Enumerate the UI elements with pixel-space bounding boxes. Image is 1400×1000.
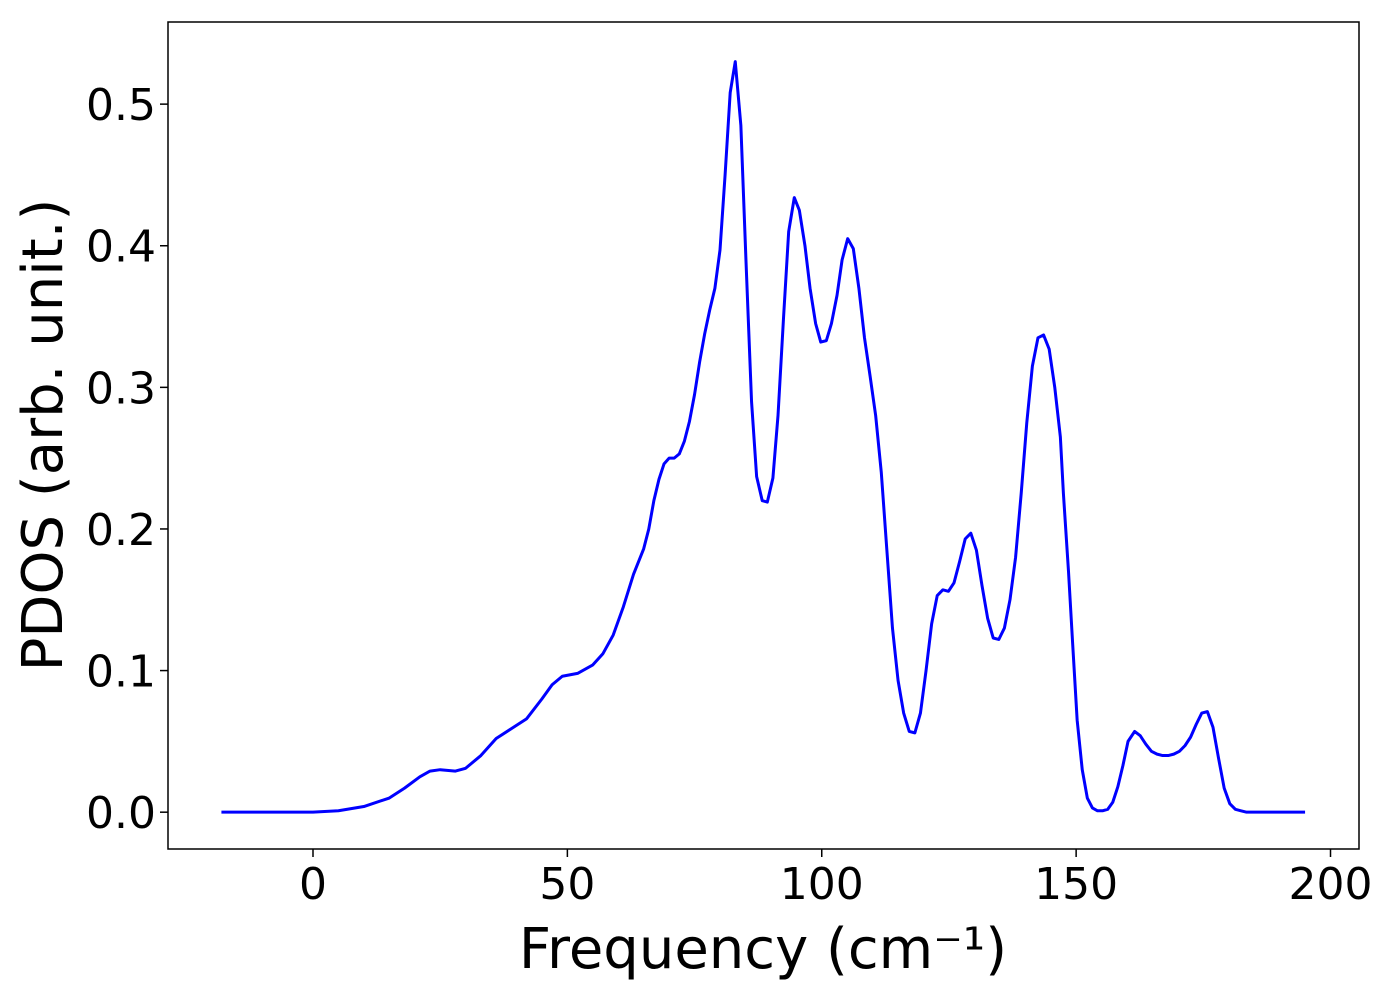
x-tick-label: 0 <box>299 859 327 910</box>
line <box>221 60 1306 814</box>
y-tick-label: 0.3 <box>86 363 156 414</box>
y-tick-label: 0.4 <box>86 222 156 273</box>
x-axis-label: Frequency (cm⁻¹) <box>519 917 1007 982</box>
x-tick-label: 150 <box>1034 859 1118 910</box>
x-tick-label: 50 <box>539 859 595 910</box>
plot-frame <box>167 21 1360 850</box>
y-tick-label: 0.2 <box>86 505 156 556</box>
x-tick-label: 200 <box>1289 859 1373 910</box>
x-tick-label: 100 <box>780 859 864 910</box>
y-tick-label: 0.0 <box>86 788 156 839</box>
y-axis-label: PDOS (arb. unit.) <box>11 199 76 672</box>
y-tick-label: 0.1 <box>86 647 156 698</box>
y-tick-label: 0.5 <box>86 80 156 131</box>
